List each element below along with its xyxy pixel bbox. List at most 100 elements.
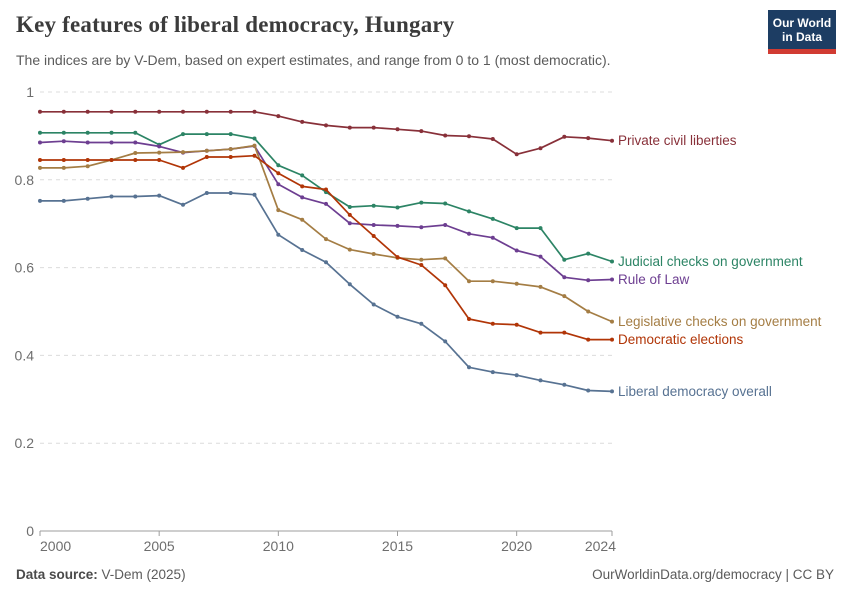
data-point[interactable] [371,223,376,227]
data-point[interactable] [371,234,376,238]
data-point[interactable] [204,132,209,137]
data-point[interactable] [276,208,281,213]
data-point[interactable] [38,109,42,114]
data-point[interactable] [395,223,400,228]
data-point[interactable] [228,155,233,159]
data-point[interactable] [204,191,209,195]
data-point[interactable] [562,257,567,262]
series-label-judicial-checks-on-government[interactable]: Judicial checks on government [618,254,803,269]
data-point[interactable] [395,314,400,319]
data-point[interactable] [61,198,66,203]
data-point[interactable] [252,109,257,114]
data-point[interactable] [371,203,376,208]
data-point[interactable] [514,248,519,253]
data-point[interactable] [252,136,257,141]
data-point[interactable] [228,109,233,114]
data-point[interactable] [562,294,567,299]
data-point[interactable] [181,109,185,114]
data-point[interactable] [586,309,591,314]
data-point[interactable] [347,205,352,209]
data-point[interactable] [419,263,424,267]
data-point[interactable] [538,226,543,231]
data-point[interactable] [157,193,162,198]
data-point[interactable] [109,130,114,135]
data-point[interactable] [395,205,400,210]
data-point[interactable] [562,382,567,387]
data-point[interactable] [324,260,328,265]
data-point[interactable] [85,130,90,135]
data-point[interactable] [61,158,66,162]
data-point[interactable] [347,212,352,217]
data-point[interactable] [133,194,138,199]
data-point[interactable] [586,278,591,283]
data-point[interactable] [371,252,376,256]
data-point[interactable] [562,134,567,139]
data-point[interactable] [443,339,448,344]
data-point[interactable] [371,302,376,307]
data-point[interactable] [181,132,185,137]
data-point[interactable] [467,231,471,236]
data-point[interactable] [133,130,138,135]
data-point[interactable] [586,337,591,342]
data-point[interactable] [490,321,495,326]
data-point[interactable] [443,283,448,288]
data-point[interactable] [181,150,185,155]
data-point[interactable] [157,158,162,162]
series-label-liberal-democracy-overall[interactable]: Liberal democracy overall [618,384,772,399]
data-point[interactable] [228,191,233,195]
data-point[interactable] [347,247,352,252]
data-point[interactable] [610,259,614,264]
data-point[interactable] [276,163,281,168]
owid-logo[interactable]: Our World in Data [768,10,836,49]
data-point[interactable] [514,281,519,286]
data-point[interactable] [443,256,448,261]
data-point[interactable] [204,155,209,159]
data-point[interactable] [514,373,519,378]
data-point[interactable] [443,201,448,206]
data-point[interactable] [490,279,495,284]
data-point[interactable] [85,109,90,114]
data-point[interactable] [538,146,543,151]
data-point[interactable] [109,140,114,145]
series-label-private-civil-liberties[interactable]: Private civil liberties [618,133,737,148]
data-point[interactable] [133,109,138,114]
data-point[interactable] [324,187,328,192]
data-point[interactable] [324,201,328,206]
data-point[interactable] [85,164,90,169]
data-point[interactable] [443,133,448,138]
data-point[interactable] [443,223,448,227]
data-point[interactable] [300,184,305,189]
data-point[interactable] [490,370,495,375]
data-point[interactable] [300,119,305,124]
data-point[interactable] [490,216,495,221]
data-point[interactable] [38,165,42,170]
series-label-legislative-checks-on-government[interactable]: Legislative checks on government [618,314,822,329]
data-point[interactable] [181,202,185,207]
data-point[interactable] [419,257,424,262]
data-point[interactable] [467,317,471,321]
data-point[interactable] [85,196,90,201]
data-point[interactable] [467,279,471,284]
data-point[interactable] [252,192,257,197]
data-point[interactable] [157,144,162,149]
data-point[interactable] [38,158,42,162]
data-point[interactable] [347,125,352,130]
data-point[interactable] [514,152,519,157]
data-point[interactable] [419,321,424,326]
data-point[interactable] [109,158,114,162]
data-point[interactable] [538,254,543,259]
data-point[interactable] [586,251,591,256]
data-point[interactable] [586,136,591,141]
data-point[interactable] [395,127,400,132]
data-point[interactable] [181,165,185,170]
data-point[interactable] [228,147,233,152]
data-point[interactable] [109,109,114,114]
data-point[interactable] [61,165,66,170]
data-point[interactable] [109,194,114,199]
data-point[interactable] [38,130,42,135]
data-point[interactable] [252,153,257,158]
data-point[interactable] [538,378,543,383]
data-point[interactable] [61,130,66,135]
data-point[interactable] [300,248,305,252]
data-point[interactable] [38,140,42,145]
